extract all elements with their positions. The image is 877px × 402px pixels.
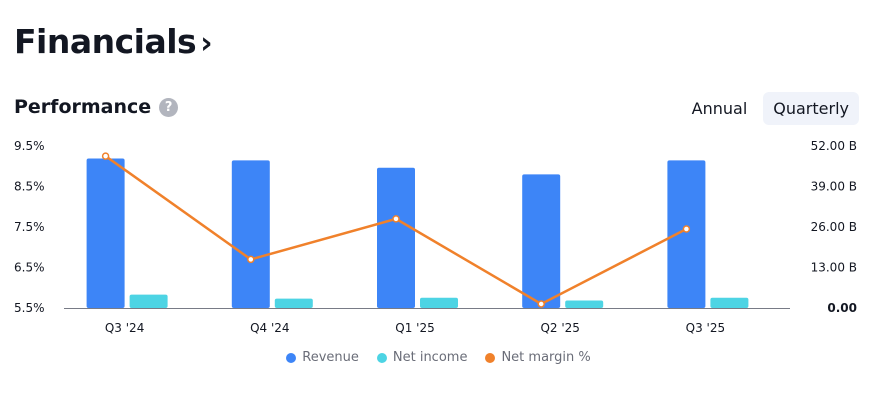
legend-item-revenue[interactable]: Revenue — [286, 350, 359, 365]
legend-item-net-margin[interactable]: Net margin % — [485, 350, 591, 365]
left-axis-tick-label: 8.5% — [14, 180, 45, 194]
annual-button[interactable]: Annual — [691, 99, 748, 118]
net-income-bar — [274, 298, 313, 308]
right-axis-tick-label: 39.00 B — [811, 180, 857, 194]
right-axis-tick-label: 26.00 B — [811, 220, 857, 234]
quarterly-button[interactable]: Quarterly — [763, 92, 859, 125]
net-margin-point — [537, 300, 545, 308]
x-axis-tick-label: Q1 '25 — [395, 321, 434, 335]
help-icon[interactable]: ? — [159, 97, 179, 117]
revenue-bar — [86, 158, 125, 308]
chevron-right-icon[interactable]: › — [200, 26, 213, 61]
page-title: Financials — [14, 22, 197, 61]
left-axis-tick-label: 7.5% — [14, 220, 45, 234]
left-axis-tick-label: 5.5% — [14, 301, 45, 315]
net-income-legend-dot — [376, 352, 387, 363]
performance-chart: 9.5% 8.5% 7.5% 6.5% 5.5% 52.00 B 39.00 B 26.00 … — [14, 139, 857, 335]
net-margin-point — [682, 225, 691, 233]
net-income-bar — [420, 297, 458, 308]
legend-label: Net income — [392, 350, 468, 365]
chart-legend: Revenue Net income Net margin % — [0, 350, 877, 365]
legend-item-net-income[interactable]: Net income — [376, 350, 468, 365]
left-axis-tick-label: 9.5% — [14, 139, 45, 153]
x-axis-tick-label: Q2 '25 — [540, 321, 579, 335]
net-margin-point — [247, 255, 255, 264]
right-axis-tick-label: 0.00 — [827, 301, 857, 315]
net-income-bar — [710, 297, 749, 308]
revenue-bar — [522, 174, 561, 308]
right-axis-tick-label: 52.00 B — [811, 139, 857, 153]
net-income-bar — [565, 300, 604, 308]
right-axis-tick-label: 13.00 B — [811, 261, 857, 275]
revenue-bar — [377, 167, 415, 308]
revenue-bar — [667, 160, 706, 308]
net-income-bar — [129, 294, 168, 308]
section-title: Performance — [14, 96, 152, 118]
legend-label: Net margin % — [501, 350, 591, 365]
net-margin-point — [392, 215, 400, 223]
x-axis-tick-label: Q4 '24 — [250, 321, 289, 335]
period-toggle: Annual Quarterly — [682, 92, 859, 125]
revenue-bar — [231, 160, 270, 308]
x-axis-tick-label: Q3 '25 — [686, 321, 725, 335]
net-margin-legend-dot — [485, 352, 496, 363]
x-axis-tick-label: Q3 '24 — [105, 321, 144, 335]
net-margin-point — [101, 152, 110, 160]
legend-label: Revenue — [302, 350, 359, 365]
left-axis-tick-label: 6.5% — [14, 261, 45, 275]
performance-heading-row: Performance ? — [14, 96, 179, 118]
financials-header[interactable]: Financials › — [14, 22, 213, 61]
revenue-legend-dot — [286, 352, 297, 363]
